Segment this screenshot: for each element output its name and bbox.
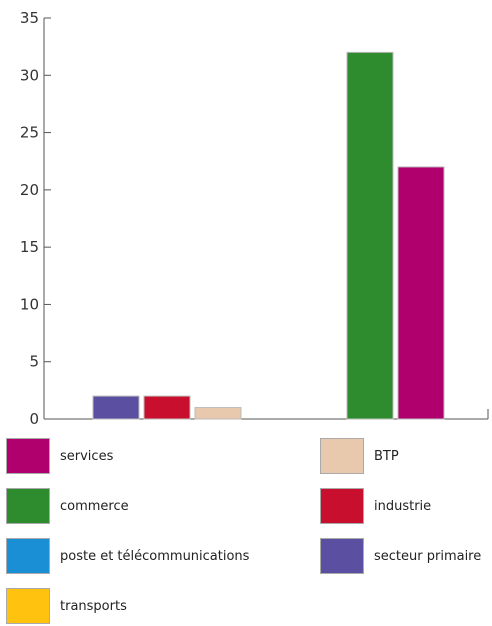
legend-swatch-industrie <box>320 488 364 524</box>
legend-swatch-btp <box>320 438 364 474</box>
legend-swatch-services <box>6 438 50 474</box>
y-tick-label: 15 <box>20 238 39 256</box>
y-tick-label: 30 <box>20 66 39 84</box>
legend-item-commerce: commerce <box>6 486 129 526</box>
y-tick-label: 10 <box>20 295 39 313</box>
legend-label-transports: transports <box>60 598 127 614</box>
legend-item-industrie: industrie <box>320 486 431 526</box>
legend-item-transports: transports <box>6 586 127 626</box>
chart-bars <box>92 51 445 420</box>
y-tick-label: 35 <box>20 9 39 27</box>
y-tick-label: 0 <box>29 410 39 428</box>
legend-label-commerce: commerce <box>60 498 129 514</box>
legend-item-secteur-primaire: secteur primaire <box>320 536 481 576</box>
legend-swatch-secteur-primaire <box>320 538 364 574</box>
y-tick-label: 20 <box>20 181 39 199</box>
bar-btp <box>194 407 242 420</box>
legend-swatch-commerce <box>6 488 50 524</box>
bar-industrie <box>143 395 191 420</box>
legend-item-poste: poste et télécommunications <box>6 536 249 576</box>
bar-services <box>397 166 445 420</box>
legend-swatch-transports <box>6 588 50 624</box>
legend-swatch-poste <box>6 538 50 574</box>
legend-item-btp: BTP <box>320 436 399 476</box>
bar-chart: 0 5 10 15 20 25 30 35 <box>20 9 489 428</box>
legend-label-secteur-primaire: secteur primaire <box>374 548 482 564</box>
chart-legend: services BTP commerce industrie poste et… <box>0 428 492 624</box>
legend-label-btp: BTP <box>374 448 399 464</box>
legend-label-industrie: industrie <box>374 498 432 514</box>
bar-secteur-primaire <box>92 395 140 420</box>
legend-label-poste: poste et télécommunications <box>60 548 250 564</box>
y-tick-label: 5 <box>29 353 39 371</box>
y-tick-label: 25 <box>20 124 39 142</box>
bar-commerce <box>346 51 394 420</box>
legend-item-services: services <box>6 436 113 476</box>
legend-label-services: services <box>60 448 114 464</box>
